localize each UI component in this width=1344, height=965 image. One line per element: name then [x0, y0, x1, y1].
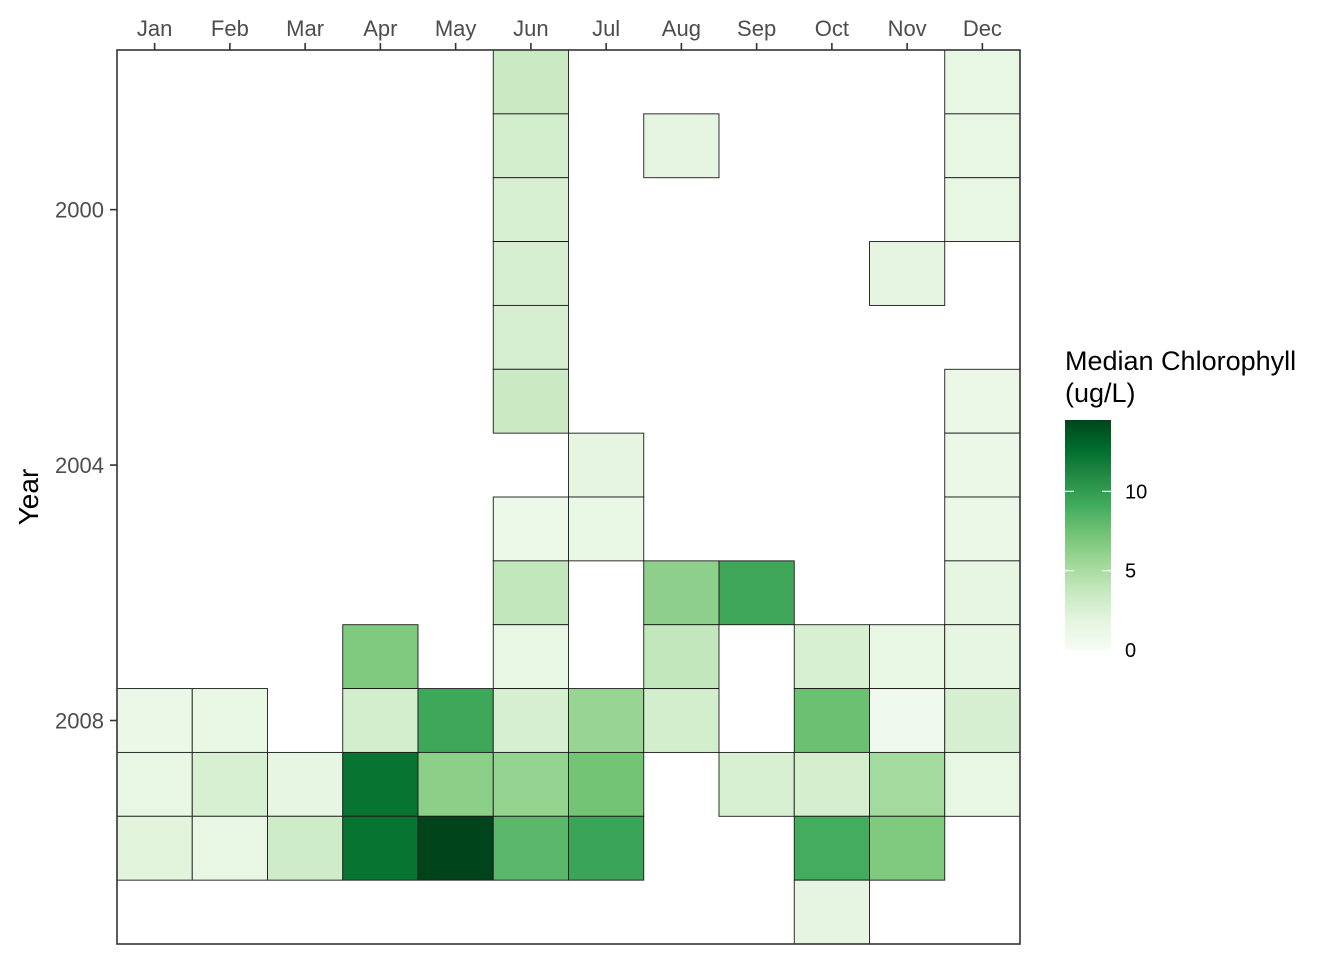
heatmap-cell-jul-2010 [568, 815, 645, 881]
heatmap-cell-oct-2011 [793, 879, 870, 945]
y-axis: 2000 2004 2008 [55, 198, 117, 734]
heatmap-cell-sep-2009 [718, 751, 795, 817]
heatmap-cell-jun-2007 [492, 624, 569, 690]
heatmap-cell-mar-2009 [267, 751, 344, 817]
heatmap-cell-jul-2004 [568, 432, 645, 498]
y-tick-label: 2000 [55, 198, 104, 223]
heatmap-cell-apr-2009 [342, 751, 419, 817]
heatmap-cell-feb-2010 [191, 815, 268, 881]
heatmap-cell-feb-2009 [191, 751, 268, 817]
heatmap-cell-nov-2007 [869, 624, 946, 690]
color-legend: Median Chlorophyll (ug/L) 0 5 10 [1065, 346, 1296, 662]
heatmap-cell-jul-2005 [568, 496, 645, 562]
heatmap-cell-dec-2003 [944, 368, 1021, 434]
heatmap-cell-jun-2000 [492, 177, 569, 243]
heatmap-cell-oct-2009 [793, 751, 870, 817]
heatmap-cell-aug-1999 [643, 113, 720, 179]
legend-colorbar [1065, 420, 1111, 650]
heatmap-cell-nov-2010 [869, 815, 946, 881]
x-tick-label: Jun [513, 16, 548, 41]
heatmap-cell-feb-2008 [191, 688, 268, 753]
x-tick-label: Sep [737, 16, 776, 41]
heatmap-cell-sep-2006 [718, 560, 795, 626]
heatmap-cell-jun-2006 [492, 560, 569, 626]
x-tick-label: Nov [888, 16, 927, 41]
heatmap-cell-may-2009 [417, 751, 494, 817]
heatmap-cell-dec-2000 [944, 177, 1021, 243]
heatmap-cell-mar-2010 [267, 815, 344, 881]
heatmap-cell-dec-1998 [944, 49, 1021, 115]
heatmap-cell-jun-2008 [492, 688, 569, 753]
heatmap-cell-oct-2007 [793, 624, 870, 690]
x-tick-label: Jan [137, 16, 172, 41]
heatmap-cell-dec-2008 [944, 688, 1021, 753]
heatmap-cell-apr-2007 [342, 624, 419, 690]
heatmap-cell-jun-2001 [492, 241, 569, 306]
heatmap-cell-dec-2009 [944, 751, 1021, 817]
heatmap-cell-jul-2009 [568, 751, 645, 817]
heatmap-cell-jan-2009 [116, 751, 193, 817]
heatmap-cell-jun-1998 [492, 49, 569, 115]
heatmap-cell-aug-2007 [643, 624, 720, 690]
x-axis-top: Jan Feb Mar Apr May Jun Jul Aug Sep Oct Nov Dec [137, 16, 1002, 50]
heatmap-cell-dec-2006 [944, 560, 1021, 626]
heatmap-cell-may-2010 [417, 815, 494, 881]
legend-tick-label: 0 [1125, 640, 1136, 662]
heatmap-cell-dec-2005 [944, 496, 1021, 562]
plot-panel-border [116, 49, 1021, 945]
heatmap-cell-nov-2009 [869, 751, 946, 817]
legend-title-line-1: Median Chlorophyll [1065, 346, 1296, 376]
x-tick-label: Mar [286, 16, 324, 41]
heatmap-cell-jan-2008 [116, 688, 193, 753]
x-tick-label: May [435, 16, 477, 41]
y-tick-label: 2004 [55, 453, 104, 478]
heatmap-cell-jun-2009 [492, 751, 569, 817]
heatmap-cell-jan-2010 [116, 815, 193, 881]
y-axis-title: Year [13, 469, 44, 526]
heatmap-cells [116, 49, 1021, 945]
x-tick-label: Apr [363, 16, 397, 41]
legend-ticks: 0 5 10 [1065, 481, 1147, 662]
heatmap-cell-dec-2007 [944, 624, 1021, 690]
y-tick-label: 2008 [55, 709, 104, 734]
heatmap-cell-may-2008 [417, 688, 494, 753]
x-tick-label: Jul [592, 16, 620, 41]
x-tick-label: Feb [211, 16, 249, 41]
heatmap-cell-dec-2004 [944, 432, 1021, 498]
legend-title-line-2: (ug/L) [1065, 378, 1136, 408]
heatmap-cell-jul-2008 [568, 688, 645, 753]
legend-tick-label: 10 [1125, 481, 1147, 503]
x-tick-label: Oct [815, 16, 849, 41]
heatmap-cell-apr-2008 [342, 688, 419, 753]
legend-tick-label: 5 [1125, 561, 1136, 583]
heatmap-cell-nov-2001 [869, 241, 946, 306]
heatmap-cell-oct-2008 [793, 688, 870, 753]
heatmap-cell-jun-2010 [492, 815, 569, 881]
heatmap-cell-oct-2010 [793, 815, 870, 881]
heatmap-cell-aug-2006 [643, 560, 720, 626]
heatmap-cell-jun-1999 [492, 113, 569, 179]
x-tick-label: Dec [963, 16, 1002, 41]
heatmap-cell-jun-2002 [492, 304, 569, 370]
heatmap-cell-aug-2008 [643, 688, 720, 753]
x-tick-label: Aug [662, 16, 701, 41]
heatmap-cell-jun-2003 [492, 368, 569, 434]
heatmap-cell-apr-2010 [342, 815, 419, 881]
heatmap-cell-nov-2008 [869, 688, 946, 753]
heatmap-cell-dec-1999 [944, 113, 1021, 179]
heatmap-cell-jun-2005 [492, 496, 569, 562]
